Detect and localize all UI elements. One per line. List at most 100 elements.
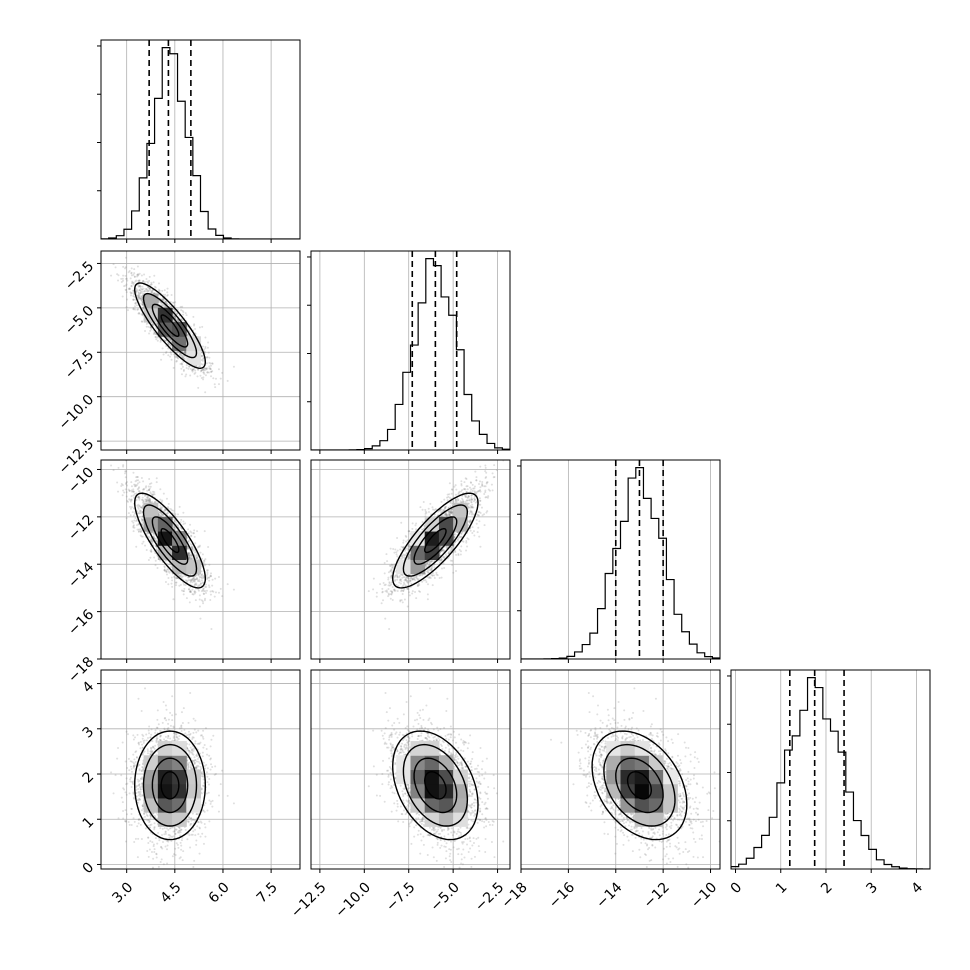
sample-point [126, 298, 129, 301]
sample-point [155, 327, 158, 330]
sample-point [201, 368, 204, 371]
sample-point [204, 345, 207, 348]
sample-point [139, 285, 142, 288]
sample-point [202, 587, 205, 590]
sample-point [198, 544, 201, 547]
sample-point [131, 511, 134, 514]
sample-point [197, 546, 200, 549]
sample-point [147, 536, 150, 539]
sample-point [171, 585, 174, 588]
sample-point [141, 301, 144, 304]
sample-point [130, 284, 133, 287]
sample-point [219, 377, 222, 380]
sample-point [209, 367, 212, 370]
sample-point [188, 556, 191, 559]
sample-point [140, 274, 143, 277]
sample-point [187, 552, 190, 555]
sample-point [182, 523, 185, 526]
sample-point [180, 354, 183, 357]
sample-point [204, 591, 207, 594]
sample-point [154, 539, 157, 542]
sample-point [134, 483, 137, 486]
sample-point [167, 507, 170, 510]
sample-point [221, 371, 224, 374]
sample-point [148, 535, 151, 538]
sample-point [148, 275, 151, 278]
sample-point [217, 368, 220, 371]
sample-point [135, 519, 138, 522]
sample-point [124, 476, 127, 479]
sample-point [148, 500, 151, 503]
sample-point [128, 287, 131, 290]
sample-point [155, 481, 158, 484]
sample-point [192, 576, 195, 579]
sample-point [135, 484, 138, 487]
panel-1-1 [307, 250, 511, 454]
sample-point [211, 590, 214, 593]
sample-point [138, 312, 141, 315]
sample-point [202, 378, 205, 381]
sample-point [184, 375, 187, 378]
sample-point [190, 553, 193, 556]
sample-point [167, 354, 170, 357]
sample-point [175, 577, 178, 580]
sample-point [147, 498, 150, 501]
sample-point [141, 280, 144, 283]
sample-point [147, 495, 150, 498]
sample-point [133, 308, 136, 311]
sample-point [110, 274, 113, 277]
sample-point [169, 339, 172, 342]
sample-point [125, 288, 128, 291]
sample-point [160, 512, 163, 515]
sample-point [211, 584, 214, 587]
sample-point [180, 317, 183, 320]
sample-point [177, 319, 180, 322]
sample-point [209, 362, 212, 365]
sample-point [152, 533, 155, 536]
panel-2-0 [97, 459, 301, 663]
sample-point [196, 375, 199, 378]
sample-point [125, 491, 128, 494]
sample-point [130, 485, 133, 488]
sample-point [167, 343, 170, 346]
sample-point [191, 556, 194, 559]
sample-point [148, 489, 151, 492]
sample-point [141, 518, 144, 521]
sample-point [145, 485, 148, 488]
sample-point [124, 266, 127, 269]
contour-0 [160, 314, 180, 337]
sample-point [194, 591, 197, 594]
sample-point [192, 368, 195, 371]
sample-point [189, 367, 192, 370]
sample-point [136, 296, 139, 299]
sample-point [210, 628, 213, 631]
sample-point [133, 275, 136, 278]
sample-point [206, 569, 209, 572]
sample-point [164, 508, 167, 511]
sample-point [140, 298, 143, 301]
sample-point [137, 294, 140, 297]
sample-point [167, 337, 170, 340]
sample-point [130, 495, 133, 498]
sample-point [141, 295, 144, 298]
sample-point [130, 489, 133, 492]
sample-point [190, 578, 193, 581]
sample-point [184, 351, 187, 354]
sample-point [201, 581, 204, 584]
sample-point [192, 577, 195, 580]
sample-point [202, 371, 205, 374]
sample-point [193, 584, 196, 587]
sample-point [196, 579, 199, 582]
sample-point [173, 526, 176, 529]
sample-point [130, 285, 133, 288]
sample-point [206, 577, 209, 580]
sample-point [197, 368, 200, 371]
sample-point [179, 521, 182, 524]
sample-point [175, 523, 178, 526]
sample-point [153, 501, 156, 504]
sample-point [138, 530, 141, 533]
sample-point [137, 523, 140, 526]
sample-point [188, 579, 191, 582]
sample-point [185, 597, 188, 600]
sample-point [147, 289, 150, 292]
